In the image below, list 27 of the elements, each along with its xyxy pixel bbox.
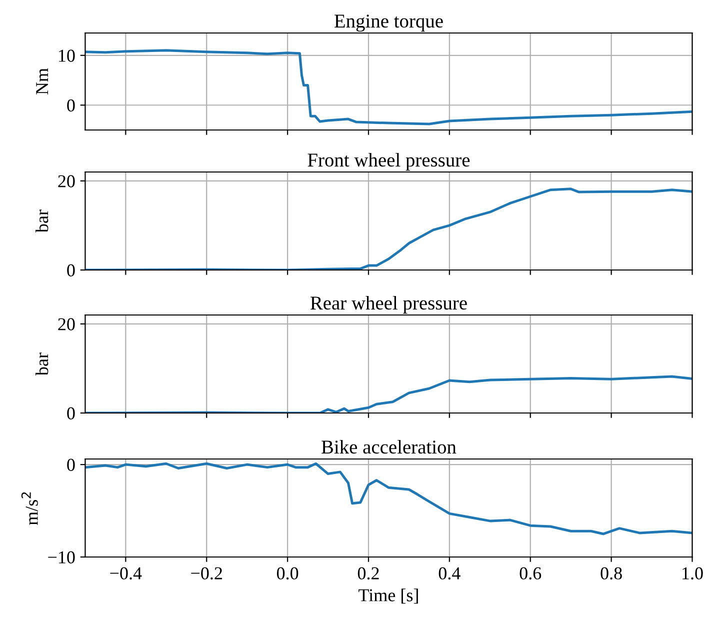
chart-title: Bike acceleration [322,440,456,454]
y-tick-label: 0 [67,264,75,276]
x-tick-label: −0.4 [110,567,142,580]
y-tick-label: 0 [67,458,75,471]
line-series [85,49,692,126]
chart-title: Engine torque [334,14,443,32]
line-series [85,462,692,536]
y-axis-title: m/s$^{2}$ [21,492,38,526]
y-tick-label: 0 [67,407,75,420]
y-tick-label: 10 [59,50,75,62]
y-tick-label: 20 [58,318,75,330]
chart-title: Front wheel pressure [308,152,470,171]
x-axis-title: Time [s] [358,588,418,604]
y-axis-title: bar [35,210,48,233]
y-axis-title: bar [35,352,48,376]
x-tick-label: 1.0 [682,567,703,580]
y-tick-label: 0 [67,99,75,112]
x-tick-label: −0.2 [191,567,222,580]
y-axis-title: Nm [36,68,48,95]
chart-title: Rear wheel pressure [310,296,467,314]
x-tick-label: 0.2 [358,567,379,580]
x-tick-label: 0.6 [520,567,542,580]
y-tick-label: −10 [48,551,75,564]
y-tick-label: 20 [58,175,75,188]
x-tick-label: 0.8 [600,567,622,580]
x-tick-label: 0.4 [438,567,460,580]
x-tick-label: 0.0 [276,567,298,580]
